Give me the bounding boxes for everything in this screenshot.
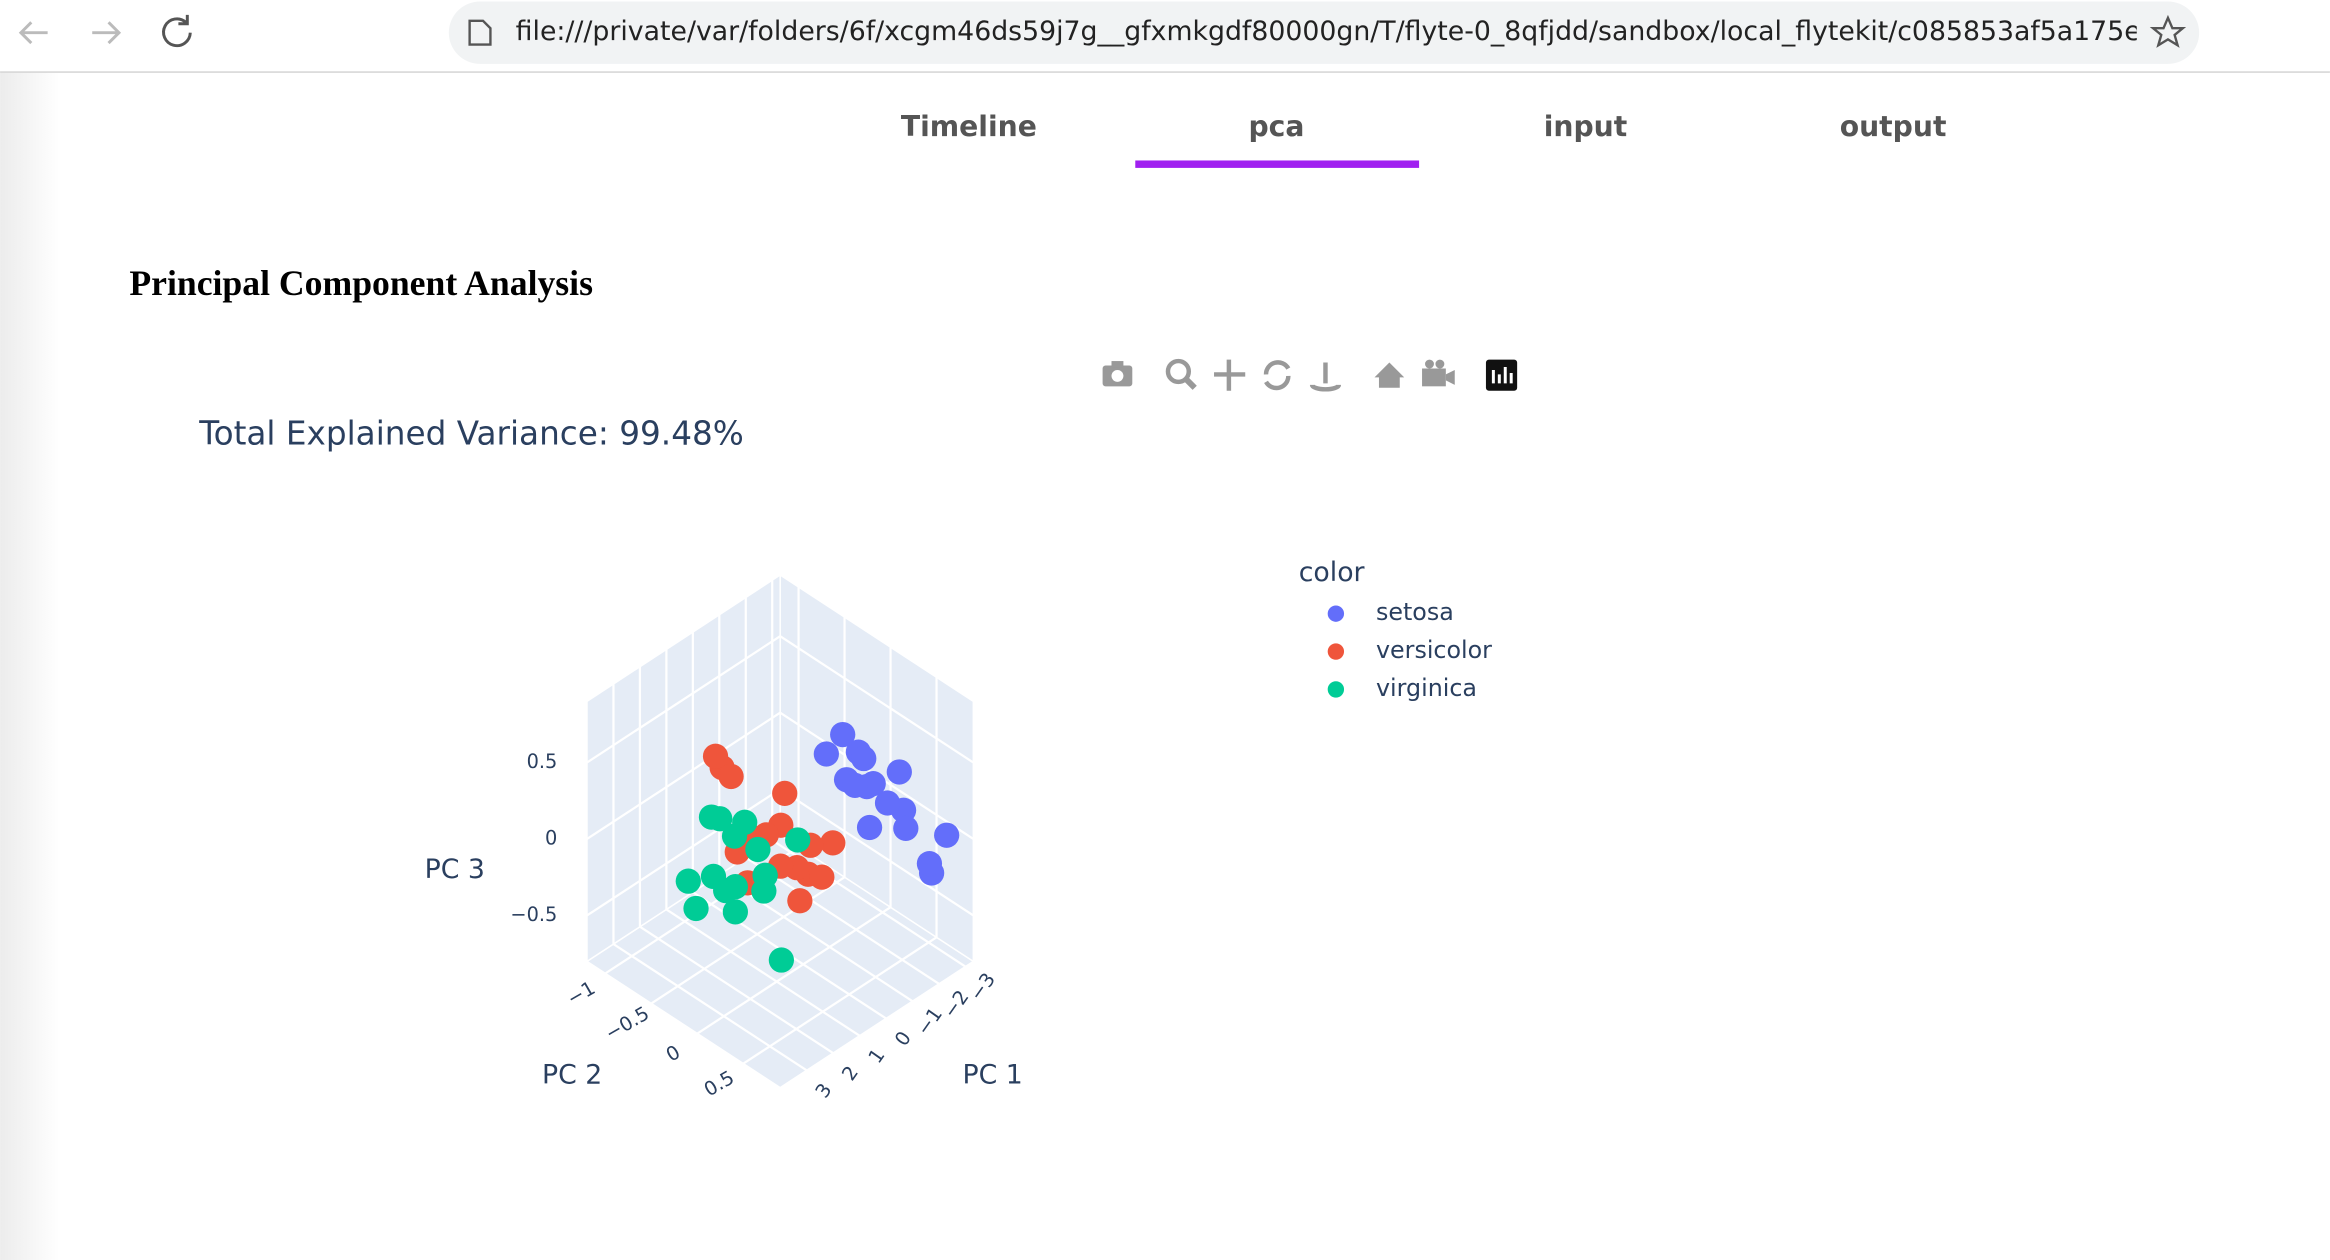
data-point bbox=[916, 850, 943, 877]
legend-label[interactable]: versicolor bbox=[1376, 636, 1492, 664]
data-point bbox=[718, 763, 744, 790]
home-icon[interactable] bbox=[1374, 362, 1405, 388]
z-tick-label: 0 bbox=[545, 826, 557, 849]
page-title: Principal Component Analysis bbox=[129, 263, 593, 303]
tab-bar: Timeline pca input output bbox=[901, 110, 1947, 168]
tab[interactable]: output bbox=[1840, 110, 1947, 143]
tab[interactable]: input bbox=[1544, 110, 1628, 143]
camera-icon[interactable] bbox=[1102, 361, 1133, 387]
z-axis-label: PC 3 bbox=[425, 854, 485, 885]
chart-title: Total Explained Variance: 99.48% bbox=[198, 414, 744, 452]
data-point bbox=[820, 830, 846, 856]
grid-line bbox=[745, 856, 940, 985]
data-point bbox=[713, 877, 739, 904]
grid-line bbox=[650, 876, 846, 1005]
tab-underline bbox=[1135, 160, 1420, 168]
orbit-icon[interactable] bbox=[1263, 360, 1291, 391]
address-bar[interactable] bbox=[448, 1, 2200, 64]
zoom-icon[interactable] bbox=[1165, 358, 1197, 390]
data-point bbox=[886, 759, 912, 785]
x-tick-label: 1 bbox=[864, 1044, 890, 1067]
side-shade bbox=[0, 72, 60, 1260]
grid-line bbox=[779, 635, 974, 764]
data-point bbox=[934, 822, 960, 848]
y-axis-label: PC 2 bbox=[542, 1059, 602, 1090]
grid-line bbox=[586, 635, 781, 764]
legend-title: color bbox=[1299, 557, 1365, 588]
grid-line bbox=[718, 873, 914, 1003]
plotly-logo[interactable] bbox=[1485, 359, 1518, 391]
tab[interactable]: pca bbox=[1248, 110, 1304, 143]
legend: color setosa versicolor virginica bbox=[1299, 557, 1492, 702]
legend-marker[interactable] bbox=[1327, 605, 1345, 622]
data-point bbox=[860, 770, 886, 797]
grid-line bbox=[696, 906, 892, 1035]
data-point bbox=[813, 741, 839, 767]
data-point bbox=[768, 947, 795, 973]
grid-line bbox=[639, 925, 834, 1054]
legend-marker[interactable] bbox=[1327, 643, 1345, 660]
data-point bbox=[851, 745, 877, 772]
url-text: file:///private/var/folders/6f/xcgm46ds5… bbox=[516, 16, 2175, 47]
x-tick-label: 0 bbox=[890, 1027, 916, 1050]
reload-button[interactable] bbox=[162, 14, 192, 48]
data-point bbox=[830, 721, 856, 748]
y-tick-label: 0.5 bbox=[700, 1066, 738, 1101]
grid-line bbox=[779, 788, 974, 917]
data-point bbox=[842, 772, 868, 798]
back-button[interactable] bbox=[18, 21, 48, 45]
y-tick-label: −1 bbox=[563, 976, 599, 1010]
file-icon bbox=[468, 19, 492, 46]
tab[interactable]: Timeline bbox=[901, 110, 1037, 143]
data-point bbox=[787, 888, 813, 914]
y-tick-label: 0 bbox=[662, 1040, 684, 1066]
x-tick-label: 2 bbox=[837, 1062, 863, 1085]
data-point bbox=[893, 815, 919, 841]
data-point bbox=[675, 868, 701, 894]
data-point bbox=[856, 814, 883, 841]
modebar bbox=[1102, 358, 1518, 392]
data-point bbox=[732, 809, 758, 835]
pan-icon[interactable] bbox=[1214, 359, 1246, 391]
data-point bbox=[785, 827, 811, 853]
legend-marker[interactable] bbox=[1327, 681, 1345, 698]
x-axis-label: PC 1 bbox=[962, 1059, 1022, 1090]
legend-label[interactable]: virginica bbox=[1376, 674, 1477, 702]
data-point bbox=[698, 804, 725, 830]
x-tick-label: 3 bbox=[811, 1079, 837, 1102]
turntable-icon[interactable] bbox=[1309, 362, 1342, 392]
camera-reset-icon[interactable] bbox=[1422, 359, 1455, 387]
grid-line bbox=[665, 908, 861, 1037]
data-point bbox=[702, 743, 729, 769]
data-point bbox=[809, 864, 835, 890]
legend-label[interactable]: setosa bbox=[1376, 598, 1454, 626]
y-tick-label: −0.5 bbox=[601, 1002, 653, 1045]
z-tick-label: 0.5 bbox=[527, 750, 558, 773]
grid-line bbox=[586, 711, 781, 840]
grid-line bbox=[612, 943, 808, 1072]
z-tick-label: −0.5 bbox=[510, 903, 557, 926]
data-point bbox=[722, 899, 748, 925]
data-point bbox=[772, 780, 798, 807]
data-point bbox=[745, 836, 771, 863]
data-point bbox=[874, 790, 901, 816]
data-point bbox=[683, 895, 709, 922]
data-point bbox=[752, 862, 778, 888]
forward-button[interactable] bbox=[92, 21, 122, 45]
grid-line bbox=[742, 936, 938, 1065]
bookmark-star[interactable] bbox=[2149, 14, 2187, 48]
